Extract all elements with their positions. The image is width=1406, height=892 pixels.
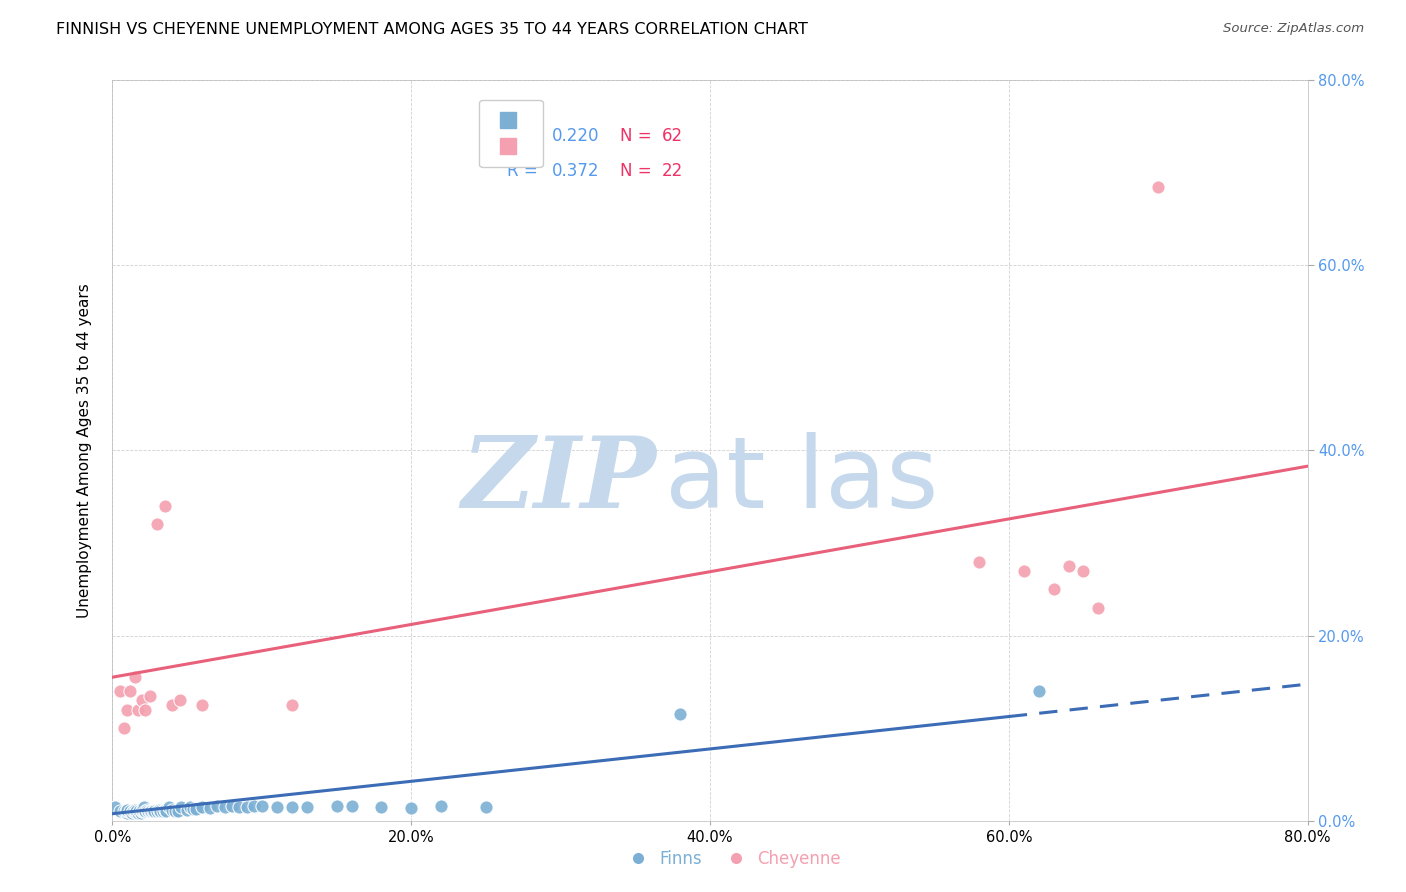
Point (401, 800, 423, 814)
Legend: , : , (479, 100, 543, 168)
Point (236, 799, 259, 814)
Point (191, 698, 214, 712)
Point (281, 698, 304, 712)
Text: 62: 62 (662, 127, 683, 145)
Text: ZIP: ZIP (461, 432, 657, 528)
Point (1057, 559, 1080, 574)
Point (115, 805, 138, 819)
Text: FINNISH VS CHEYENNE UNEMPLOYMENT AMONG AGES 35 TO 44 YEARS CORRELATION CHART: FINNISH VS CHEYENNE UNEMPLOYMENT AMONG A… (56, 22, 808, 37)
Point (127, 806, 149, 821)
Text: 22: 22 (662, 161, 683, 179)
Text: 0.220: 0.220 (553, 127, 600, 145)
Point (370, 799, 392, 814)
Point (475, 799, 498, 814)
Point (1087, 600, 1109, 615)
Point (162, 803, 183, 817)
Text: 0.372: 0.372 (553, 161, 600, 179)
Point (165, 805, 187, 819)
Point (139, 805, 162, 819)
Text: N =: N = (620, 127, 657, 145)
Point (205, 798, 228, 813)
Point (153, 499, 176, 513)
Point (167, 805, 190, 819)
Point (117, 805, 139, 819)
Point (104, 799, 127, 814)
Point (198, 800, 221, 814)
Point (281, 799, 304, 814)
Point (124, 803, 146, 817)
Point (131, 693, 153, 707)
Text: Source: ZipAtlas.com: Source: ZipAtlas.com (1223, 22, 1364, 36)
Point (128, 805, 150, 819)
Point (138, 805, 160, 819)
Point (1147, 179, 1170, 194)
Legend: Finns, Cheyenne: Finns, Cheyenne (614, 844, 848, 875)
Point (108, 805, 131, 819)
Point (134, 703, 156, 717)
Point (108, 684, 131, 698)
Text: R =: R = (508, 127, 543, 145)
Point (143, 805, 166, 819)
Point (181, 802, 204, 816)
Point (162, 698, 183, 712)
Point (148, 803, 170, 817)
Point (132, 805, 155, 819)
Point (124, 805, 146, 820)
Point (124, 670, 146, 684)
Point (142, 805, 165, 819)
Point (117, 803, 139, 817)
Point (132, 799, 155, 814)
Point (146, 517, 169, 532)
Point (127, 703, 149, 717)
Point (669, 707, 692, 722)
Point (121, 806, 143, 821)
Point (114, 721, 135, 735)
Point (340, 798, 363, 813)
Point (117, 806, 139, 821)
Point (325, 798, 347, 813)
Point (149, 805, 172, 819)
Point (250, 798, 273, 813)
Point (141, 805, 163, 819)
Point (1042, 582, 1064, 597)
Point (1012, 564, 1035, 578)
Point (120, 684, 142, 698)
Point (169, 693, 191, 707)
Point (1073, 564, 1095, 578)
Point (295, 799, 318, 814)
Point (214, 799, 236, 814)
Point (125, 805, 148, 819)
Point (430, 798, 453, 813)
Point (120, 805, 142, 819)
Point (122, 805, 145, 819)
Text: N =: N = (620, 161, 657, 179)
Point (221, 798, 243, 813)
Y-axis label: Unemployment Among Ages 35 to 44 years: Unemployment Among Ages 35 to 44 years (77, 283, 93, 618)
Point (139, 689, 162, 703)
Point (134, 805, 156, 819)
Point (1028, 684, 1050, 698)
Point (266, 799, 288, 814)
Point (179, 799, 201, 814)
Point (176, 803, 198, 817)
Point (117, 703, 139, 717)
Point (155, 805, 177, 819)
Point (157, 799, 180, 814)
Point (153, 803, 176, 817)
Point (146, 805, 169, 819)
Point (228, 799, 250, 814)
Point (135, 803, 157, 817)
Point (131, 805, 153, 819)
Text: R =: R = (508, 161, 543, 179)
Point (152, 805, 174, 819)
Point (131, 803, 153, 817)
Point (967, 554, 990, 569)
Point (243, 798, 266, 813)
Point (129, 806, 152, 821)
Point (114, 805, 135, 819)
Text: at las: at las (665, 432, 938, 529)
Point (191, 799, 214, 814)
Point (170, 799, 193, 814)
Point (186, 802, 208, 816)
